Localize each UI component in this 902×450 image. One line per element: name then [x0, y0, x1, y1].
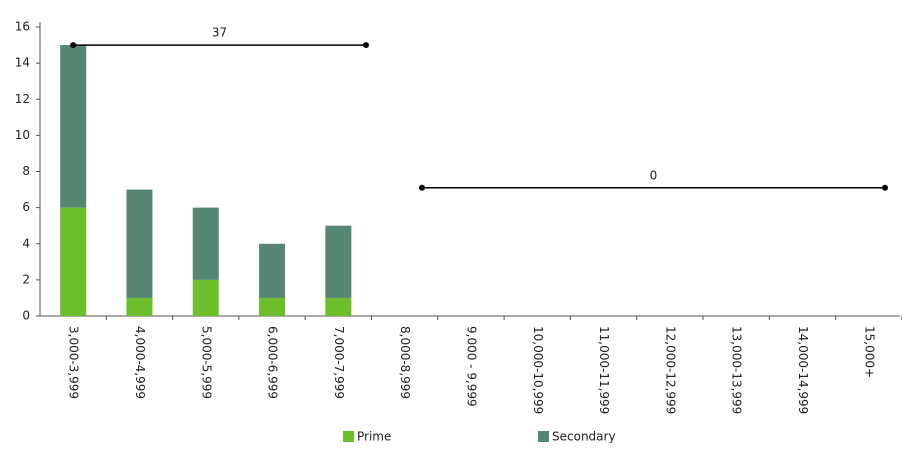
bar: [325, 297, 352, 316]
bar: [259, 297, 286, 316]
annotation-dot: [419, 184, 425, 191]
y-tick-label: 12: [15, 92, 30, 106]
annotation-dot: [882, 184, 888, 191]
annotation-dot: [70, 42, 77, 49]
bar: [325, 225, 352, 298]
bar: [126, 297, 153, 316]
x-tick-label: 11,000-11,999: [597, 326, 611, 414]
y-tick-label: 6: [22, 200, 30, 214]
x-tick-label: 7,000-7,999: [332, 326, 346, 399]
annotation-dot: [363, 42, 369, 49]
y-tick-label: 10: [15, 128, 30, 142]
bar: [60, 207, 87, 316]
bar: [192, 279, 219, 316]
y-tick-label: 16: [15, 20, 30, 34]
annotation-label: 37: [212, 26, 227, 40]
legend-swatch: [538, 431, 549, 442]
x-tick-label: 10,000-10,999: [531, 326, 545, 414]
x-tick-label: 3,000-3,999: [67, 326, 81, 399]
x-tick-label: 13,000-13,999: [730, 326, 744, 414]
annotation-label: 0: [650, 168, 658, 182]
x-tick-label: 5,000-5,999: [199, 326, 213, 399]
y-tick-label: 8: [22, 164, 30, 178]
bar: [126, 189, 153, 298]
x-tick-label: 9,000 - 9,999: [464, 326, 478, 407]
bar: [60, 45, 87, 208]
legend-swatch: [343, 431, 354, 442]
x-tick-label: 15,000+: [862, 326, 876, 378]
x-tick-label: 8,000-8,999: [398, 326, 412, 399]
y-tick-label: 14: [15, 56, 30, 70]
y-tick-label: 0: [22, 309, 30, 323]
y-tick-label: 2: [22, 272, 30, 286]
x-tick-label: 4,000-4,999: [133, 326, 147, 399]
x-tick-label: 12,000-12,999: [663, 326, 677, 414]
x-tick-label: 6,000-6,999: [266, 326, 280, 399]
bar: [192, 207, 219, 280]
legend-label: Prime: [357, 430, 391, 444]
y-tick-label: 4: [22, 236, 30, 250]
x-tick-label: 14,000-14,999: [796, 326, 810, 414]
bar: [259, 243, 286, 298]
legend-label: Secondary: [552, 430, 616, 444]
